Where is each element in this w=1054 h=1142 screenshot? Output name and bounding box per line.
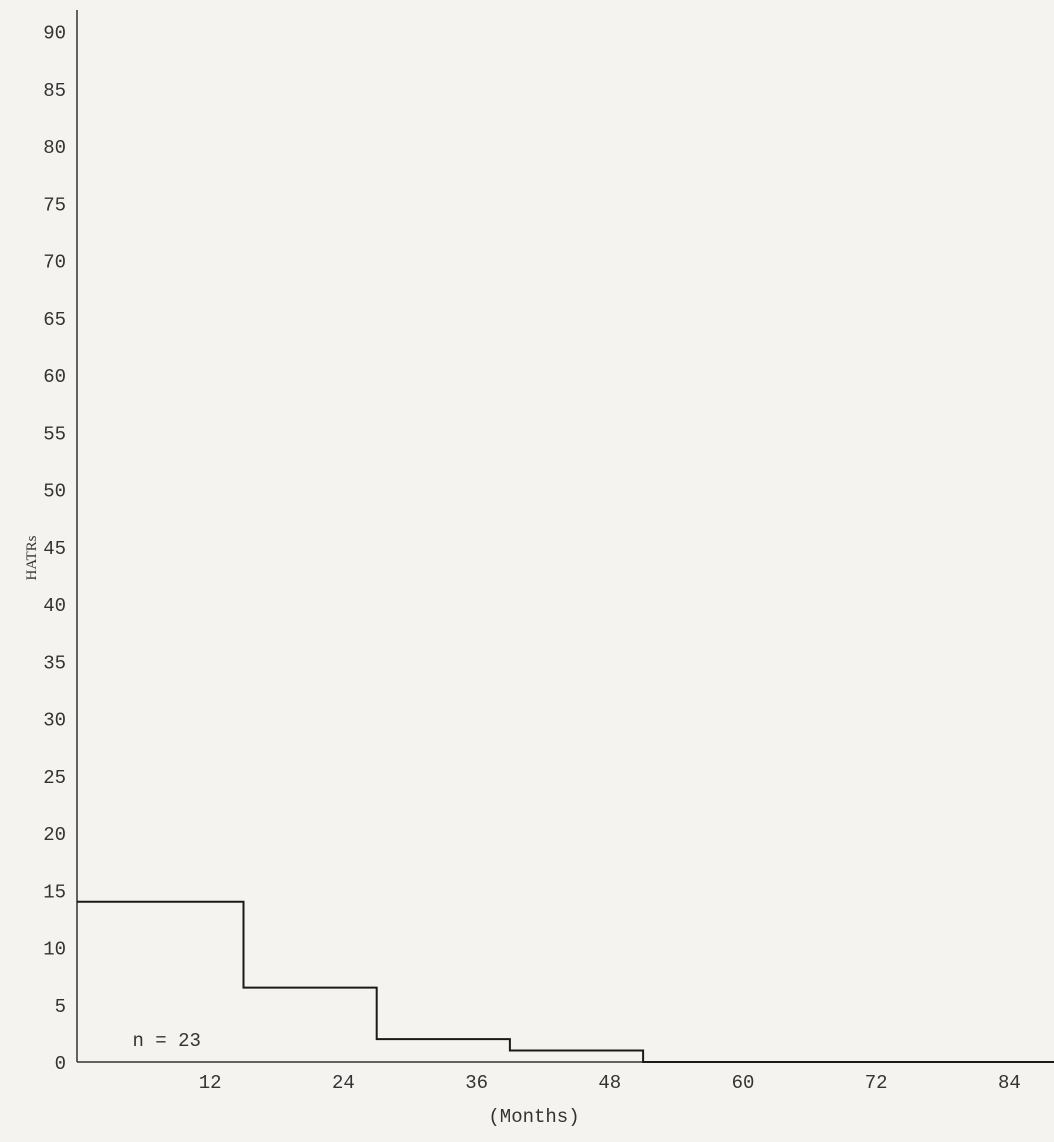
series-line [77, 900, 1054, 1063]
y-tick-label: 90 [43, 23, 66, 45]
annotation-label: n = 23 [133, 1030, 201, 1052]
y-tick-label: 15 [43, 881, 66, 903]
y-tick-label: 5 [55, 996, 66, 1018]
y-tick-label: 35 [43, 652, 66, 674]
x-tick-label: 36 [465, 1072, 488, 1094]
series-group [77, 900, 1054, 1063]
annotations: n = 23 [133, 1030, 201, 1052]
x-axis-label: (Months) [488, 1106, 579, 1128]
axes [76, 10, 1054, 1063]
x-tick-label: 12 [199, 1072, 222, 1094]
y-tick-label: 80 [43, 137, 66, 159]
y-tick-label: 70 [43, 252, 66, 274]
x-tick-label: 84 [998, 1072, 1021, 1094]
y-tick-label: 0 [55, 1053, 66, 1075]
y-tick-label: 40 [43, 595, 66, 617]
y-tick-label: 25 [43, 767, 66, 789]
y-tick-label: 55 [43, 423, 66, 445]
y-tick-label: 65 [43, 309, 66, 331]
y-tick-label: 30 [43, 710, 66, 732]
y-tick-label: 75 [43, 194, 66, 216]
y-axis-label: HATRs [24, 535, 40, 580]
y-tick-label: 50 [43, 481, 66, 503]
x-tick-label: 48 [598, 1072, 621, 1094]
y-tick-label: 10 [43, 939, 66, 961]
y-tick-label: 60 [43, 366, 66, 388]
y-tick-label: 45 [43, 538, 66, 560]
y-tick-labels: 0 5 10 15 20 25 30 35 40 45 50 55 60 65 70 75 80 85 90 [43, 23, 66, 1076]
y-tick-label: 85 [43, 80, 66, 102]
x-tick-labels: 12 24 36 48 60 72 84 [199, 1072, 1021, 1094]
x-tick-label: 60 [732, 1072, 755, 1094]
x-tick-label: 72 [865, 1072, 888, 1094]
y-tick-label: 20 [43, 824, 66, 846]
x-tick-label: 24 [332, 1072, 355, 1094]
